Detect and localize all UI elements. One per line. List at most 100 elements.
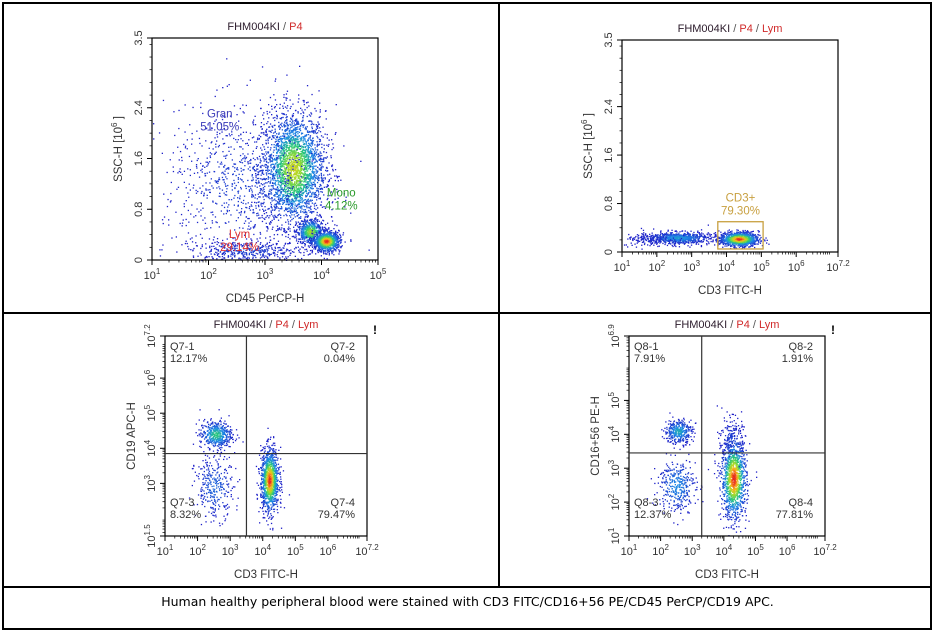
data-point (295, 234, 297, 236)
data-point (270, 202, 272, 204)
data-point (231, 189, 233, 191)
data-point (284, 242, 287, 244)
data-point (285, 132, 287, 135)
data-point (337, 245, 339, 248)
data-point (291, 163, 293, 165)
data-point (221, 176, 224, 179)
data-point (336, 237, 338, 239)
data-point (301, 157, 303, 160)
data-point (289, 202, 291, 205)
data-point (302, 192, 304, 194)
data-point (298, 123, 300, 125)
data-point (257, 204, 260, 206)
data-point (321, 223, 324, 225)
data-point (288, 173, 290, 175)
data-point (187, 209, 189, 212)
data-point (275, 203, 278, 205)
data-point (288, 203, 290, 205)
data-point (294, 166, 297, 168)
data-point (302, 155, 304, 157)
data-point (226, 194, 228, 196)
data-point (291, 198, 293, 200)
data-point (308, 246, 310, 248)
data-point (256, 168, 258, 170)
data-point (300, 139, 302, 141)
data-point (214, 216, 217, 218)
data-point (258, 180, 260, 182)
data-point (191, 241, 194, 243)
data-point (286, 97, 288, 99)
data-point (291, 140, 293, 142)
data-point (196, 130, 198, 132)
data-point (294, 132, 296, 134)
data-point (206, 194, 208, 196)
data-point (277, 150, 279, 152)
data-point (281, 147, 283, 149)
data-point (304, 222, 307, 224)
data-point (236, 141, 238, 143)
data-point (312, 165, 314, 167)
data-point (278, 202, 280, 204)
data-point (283, 155, 285, 158)
data-point (274, 253, 276, 255)
data-point (252, 212, 254, 214)
data-point (303, 155, 305, 157)
data-point (307, 186, 310, 188)
data-point (323, 160, 325, 163)
data-point (279, 200, 282, 202)
data-point (259, 196, 261, 198)
data-point (281, 188, 283, 190)
data-point (300, 230, 302, 232)
data-point (240, 214, 242, 216)
data-point (272, 135, 274, 138)
data-point (267, 208, 269, 210)
data-point (284, 139, 286, 141)
data-point (282, 113, 284, 115)
data-point (307, 229, 309, 231)
data-point (172, 166, 174, 168)
data-point (270, 189, 273, 191)
data-point (166, 205, 169, 208)
data-point (234, 194, 236, 197)
data-point (277, 183, 279, 186)
data-point (316, 237, 318, 239)
data-point (250, 162, 252, 164)
data-point (243, 212, 246, 214)
data-point (284, 130, 286, 133)
data-point (329, 232, 332, 234)
data-point (170, 181, 172, 184)
data-point (306, 187, 308, 189)
data-point (303, 218, 306, 220)
data-point (313, 196, 316, 198)
data-point (279, 177, 281, 179)
data-point (208, 238, 211, 240)
data-point (277, 169, 279, 171)
data-point (333, 232, 335, 234)
data-point (187, 192, 189, 194)
data-point (286, 178, 288, 180)
data-point (289, 254, 291, 256)
data-point (290, 167, 293, 169)
data-point (315, 165, 317, 167)
data-point (317, 123, 320, 125)
data-point (303, 226, 305, 228)
data-point (296, 215, 298, 217)
data-point (289, 166, 291, 168)
data-point (277, 240, 280, 242)
data-point (263, 153, 265, 155)
data-point (267, 151, 269, 153)
data-point (227, 184, 229, 187)
data-point (282, 180, 284, 182)
data-point (268, 217, 270, 219)
data-point (272, 175, 274, 177)
data-point (219, 132, 221, 135)
data-point (265, 131, 267, 133)
data-point (272, 226, 274, 228)
data-point (293, 201, 295, 203)
data-point (312, 235, 314, 237)
data-point (280, 144, 282, 146)
data-point (169, 159, 171, 161)
data-point (297, 163, 299, 166)
data-point (303, 178, 305, 180)
data-point (299, 181, 301, 183)
